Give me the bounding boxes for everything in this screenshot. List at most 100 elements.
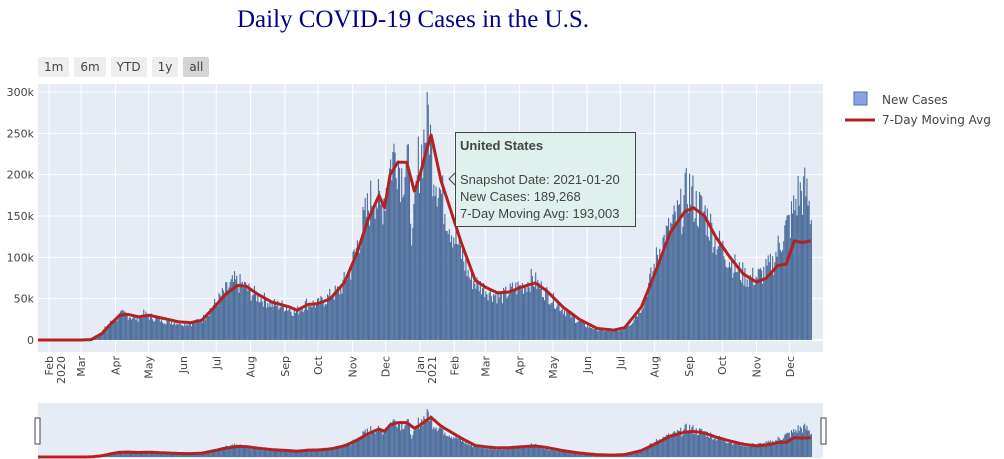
range-slider-handle-left[interactable]: [34, 417, 41, 445]
x-tick-label: Apr: [514, 356, 527, 376]
mini-bar: [397, 422, 399, 457]
mini-bar: [734, 440, 736, 457]
new-cases-bar: [477, 280, 479, 340]
new-cases-bar: [720, 244, 722, 340]
new-cases-bar: [140, 315, 143, 340]
new-cases-bar: [361, 234, 363, 340]
mini-bar: [674, 432, 676, 457]
range-slider-handle-right[interactable]: [820, 417, 827, 445]
new-cases-bar: [335, 290, 337, 340]
mini-bar: [496, 449, 498, 457]
new-cases-bar: [472, 289, 474, 340]
new-cases-bar: [387, 191, 389, 340]
tooltip-avg: 7-Day Moving Avg: 193,003: [460, 206, 620, 221]
mini-bar: [518, 446, 520, 457]
x-tick-label: Jan: [414, 356, 427, 374]
mini-bar: [590, 454, 592, 457]
mini-bar: [762, 446, 764, 457]
range-button-1y[interactable]: 1y: [151, 57, 179, 77]
new-cases-bar: [241, 281, 243, 340]
new-cases-bar: [398, 167, 401, 340]
mini-bar: [298, 452, 300, 457]
mini-bar: [567, 451, 569, 457]
new-cases-bar: [402, 197, 404, 340]
mini-bar: [231, 444, 233, 457]
mini-bar: [433, 426, 435, 457]
new-cases-bar: [490, 296, 492, 340]
mini-bar: [332, 448, 334, 457]
mini-bar: [707, 437, 709, 457]
mini-bar: [547, 447, 549, 457]
new-cases-bar: [261, 301, 263, 340]
new-cases-bar: [100, 334, 102, 340]
mini-bar: [390, 422, 392, 457]
mini-bar: [290, 451, 292, 457]
new-cases-bar: [246, 288, 248, 340]
new-cases-bar: [280, 306, 282, 340]
x-tick-year-label: 2020: [55, 356, 68, 384]
new-cases-bar: [454, 244, 456, 340]
new-cases-bar: [479, 281, 481, 340]
new-cases-bar: [497, 291, 499, 340]
new-cases-bar: [541, 296, 543, 340]
new-cases-bar: [574, 323, 577, 340]
mini-bar: [403, 428, 405, 457]
mini-bar: [572, 452, 574, 457]
new-cases-bar: [809, 224, 811, 340]
mini-bar: [702, 432, 704, 457]
new-cases-bar: [118, 313, 120, 340]
new-cases-bar: [319, 304, 321, 340]
new-cases-bar: [367, 210, 370, 340]
mini-bar: [511, 445, 514, 457]
new-cases-bar: [610, 331, 612, 340]
mini-bar: [757, 443, 759, 457]
new-cases-bar: [119, 311, 122, 340]
mini-bar: [454, 438, 456, 457]
mini-bar: [632, 453, 634, 457]
range-button-1m[interactable]: 1m: [38, 57, 70, 77]
range-button-6m[interactable]: 6m: [74, 57, 106, 77]
new-cases-bar: [201, 322, 203, 340]
new-cases-bar: [315, 302, 318, 340]
x-tick-label: Dec: [784, 356, 797, 377]
legend-item-moving-avg[interactable]: 7-Day Moving Avg: [845, 113, 991, 127]
mini-bar: [247, 447, 249, 457]
new-cases-bar: [624, 327, 626, 340]
mini-bar: [574, 453, 577, 457]
mini-bar: [728, 441, 731, 457]
new-cases-bar: [748, 276, 750, 340]
new-cases-bar: [768, 262, 770, 340]
mini-bar: [168, 452, 170, 457]
y-tick-label: 300k: [7, 86, 35, 99]
new-cases-bar: [592, 329, 594, 340]
mini-bar: [325, 450, 327, 457]
mini-bar: [462, 439, 464, 457]
mini-bar: [648, 445, 650, 457]
mini-bar: [210, 450, 212, 457]
mini-bar: [293, 451, 295, 457]
legend-item-new-cases[interactable]: New Cases: [853, 91, 948, 107]
new-cases-bar: [579, 319, 581, 340]
new-cases-bar: [243, 281, 246, 340]
new-cases-bar: [384, 210, 386, 340]
new-cases-bar: [702, 213, 704, 340]
mini-bar: [528, 446, 530, 457]
new-cases-bar: [370, 180, 372, 340]
new-cases-bar: [619, 328, 621, 340]
range-button-all[interactable]: all: [183, 57, 210, 77]
mini-bar: [569, 451, 571, 457]
new-cases-bar: [400, 202, 402, 340]
new-cases-bar: [344, 277, 346, 340]
mini-bar: [784, 434, 786, 457]
mini-bar: [799, 426, 801, 457]
mini-bar: [456, 438, 458, 457]
new-cases-bar: [673, 205, 675, 340]
range-button-ytd[interactable]: YTD: [110, 57, 147, 77]
mini-bar: [416, 425, 418, 457]
new-cases-bar: [695, 190, 697, 340]
mini-bar: [576, 453, 578, 457]
mini-bar: [280, 450, 282, 457]
mini-bar: [256, 449, 258, 457]
new-cases-bar: [780, 252, 783, 340]
mini-bar: [222, 447, 225, 457]
